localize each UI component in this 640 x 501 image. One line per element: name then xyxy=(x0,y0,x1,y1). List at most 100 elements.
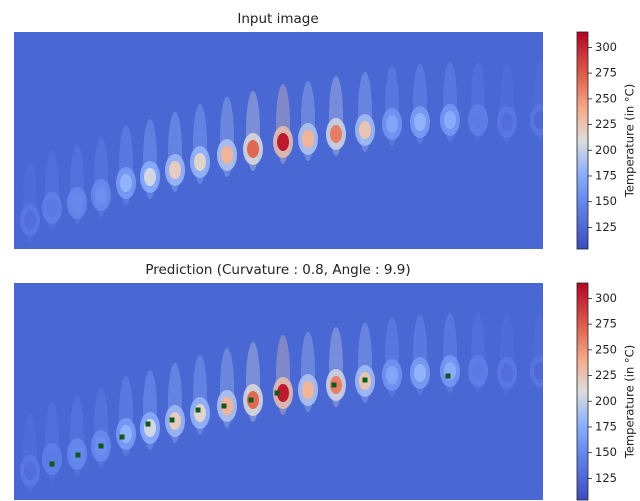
hot-spot xyxy=(42,401,62,481)
hot-spot-core xyxy=(534,362,543,380)
hot-spot xyxy=(298,81,318,161)
colorbar-tick-label: 200 xyxy=(595,143,617,157)
hot-spot-core xyxy=(194,404,206,422)
predicted-point xyxy=(119,434,125,440)
predicted-point xyxy=(49,461,55,467)
predicted-point xyxy=(362,377,368,383)
hot-spot-core xyxy=(501,364,513,382)
hot-spot-core xyxy=(359,121,371,139)
hot-spot xyxy=(116,376,136,456)
hot-spot xyxy=(497,64,517,144)
hot-spot xyxy=(298,332,318,412)
hot-spot-core xyxy=(24,211,36,229)
hot-spot xyxy=(273,84,293,164)
hot-spot-core xyxy=(24,462,36,480)
predicted-point xyxy=(169,417,175,423)
hot-spot xyxy=(140,119,160,199)
hot-spot-core xyxy=(194,153,206,171)
colorbar-label: Temperature (in °C) xyxy=(623,345,637,459)
hot-spot-core xyxy=(277,384,289,402)
colorbar-tick-label: 300 xyxy=(595,40,617,54)
hot-spot-core xyxy=(386,115,398,133)
colorbar-tick-label: 200 xyxy=(595,394,617,408)
hot-spot xyxy=(326,76,346,156)
hot-spot xyxy=(116,125,136,205)
heatmap xyxy=(20,313,543,493)
predicted-point xyxy=(221,403,227,409)
predicted-point xyxy=(145,421,151,427)
heatmap xyxy=(20,62,543,242)
predicted-point xyxy=(195,407,201,413)
hot-spot xyxy=(190,104,210,184)
predicted-point xyxy=(98,443,104,449)
hot-spot-core xyxy=(302,381,314,399)
hot-spot-core xyxy=(221,146,233,164)
hot-spot xyxy=(410,315,430,395)
colorbar-tick-label: 250 xyxy=(595,342,617,356)
hot-spot-core xyxy=(501,113,513,131)
hot-spot xyxy=(468,313,488,393)
hot-spot-core xyxy=(386,366,398,384)
hot-spot-core xyxy=(534,111,543,129)
hot-spot-core xyxy=(95,186,107,204)
hot-spot-core xyxy=(46,199,58,217)
panel-title: Input image xyxy=(237,11,318,27)
colorbar-tick-label: 175 xyxy=(595,168,617,182)
hot-spot-core xyxy=(472,362,484,380)
hot-spot xyxy=(273,335,293,415)
predicted-point xyxy=(445,373,451,379)
hot-spot xyxy=(190,355,210,435)
colorbar-label: Temperature (in °C) xyxy=(623,84,637,198)
hot-spot-core xyxy=(144,168,156,186)
colorbar-tick-label: 125 xyxy=(595,220,617,234)
hot-spot-core xyxy=(247,140,259,158)
colorbar-tick-label: 225 xyxy=(595,368,617,382)
hot-spot-core xyxy=(169,161,181,179)
colorbar-tick-label: 225 xyxy=(595,117,617,131)
hot-spot xyxy=(140,370,160,450)
hot-spot-core xyxy=(414,364,426,382)
hot-spot-core xyxy=(414,113,426,131)
colorbar-tick-label: 125 xyxy=(595,471,617,485)
colorbar-tick-label: 150 xyxy=(595,194,617,208)
hot-spot xyxy=(530,313,543,393)
predicted-point xyxy=(75,452,81,458)
hot-spot-core xyxy=(46,450,58,468)
hot-spot xyxy=(410,64,430,144)
colorbar-tick-label: 150 xyxy=(595,445,617,459)
colorbar-tick-label: 175 xyxy=(595,419,617,433)
hot-spot xyxy=(440,62,460,142)
hot-spot xyxy=(217,97,237,177)
colorbar xyxy=(576,31,589,250)
colorbar-tick-label: 275 xyxy=(595,317,617,331)
hot-spot xyxy=(91,137,111,217)
predicted-point xyxy=(274,390,280,396)
hot-spot xyxy=(165,112,185,192)
hot-spot xyxy=(20,162,40,242)
hot-spot-core xyxy=(120,174,132,192)
hot-spot xyxy=(20,413,40,493)
hot-spot xyxy=(165,363,185,443)
hot-spot xyxy=(67,145,87,225)
hot-spot-core xyxy=(302,130,314,148)
predicted-point xyxy=(248,397,254,403)
hot-spot-core xyxy=(472,111,484,129)
hot-spot-core xyxy=(221,397,233,415)
hot-spot-core xyxy=(120,425,132,443)
hot-spot xyxy=(382,66,402,146)
hot-spot-core xyxy=(277,133,289,151)
hot-spot-core xyxy=(444,111,456,129)
panel-title: Prediction (Curvature : 0.8, Angle : 9.9… xyxy=(145,262,410,278)
hot-spot xyxy=(355,72,375,152)
predicted-point xyxy=(331,382,337,388)
colorbar xyxy=(576,282,589,501)
hot-spot xyxy=(382,317,402,397)
hot-spot-core xyxy=(71,194,83,212)
hot-spot-core xyxy=(169,412,181,430)
hot-spot xyxy=(497,315,517,395)
colorbar-tick-label: 275 xyxy=(595,66,617,80)
hot-spot xyxy=(530,62,543,142)
colorbar-tick-label: 300 xyxy=(595,291,617,305)
colorbar-tick-label: 250 xyxy=(595,91,617,105)
